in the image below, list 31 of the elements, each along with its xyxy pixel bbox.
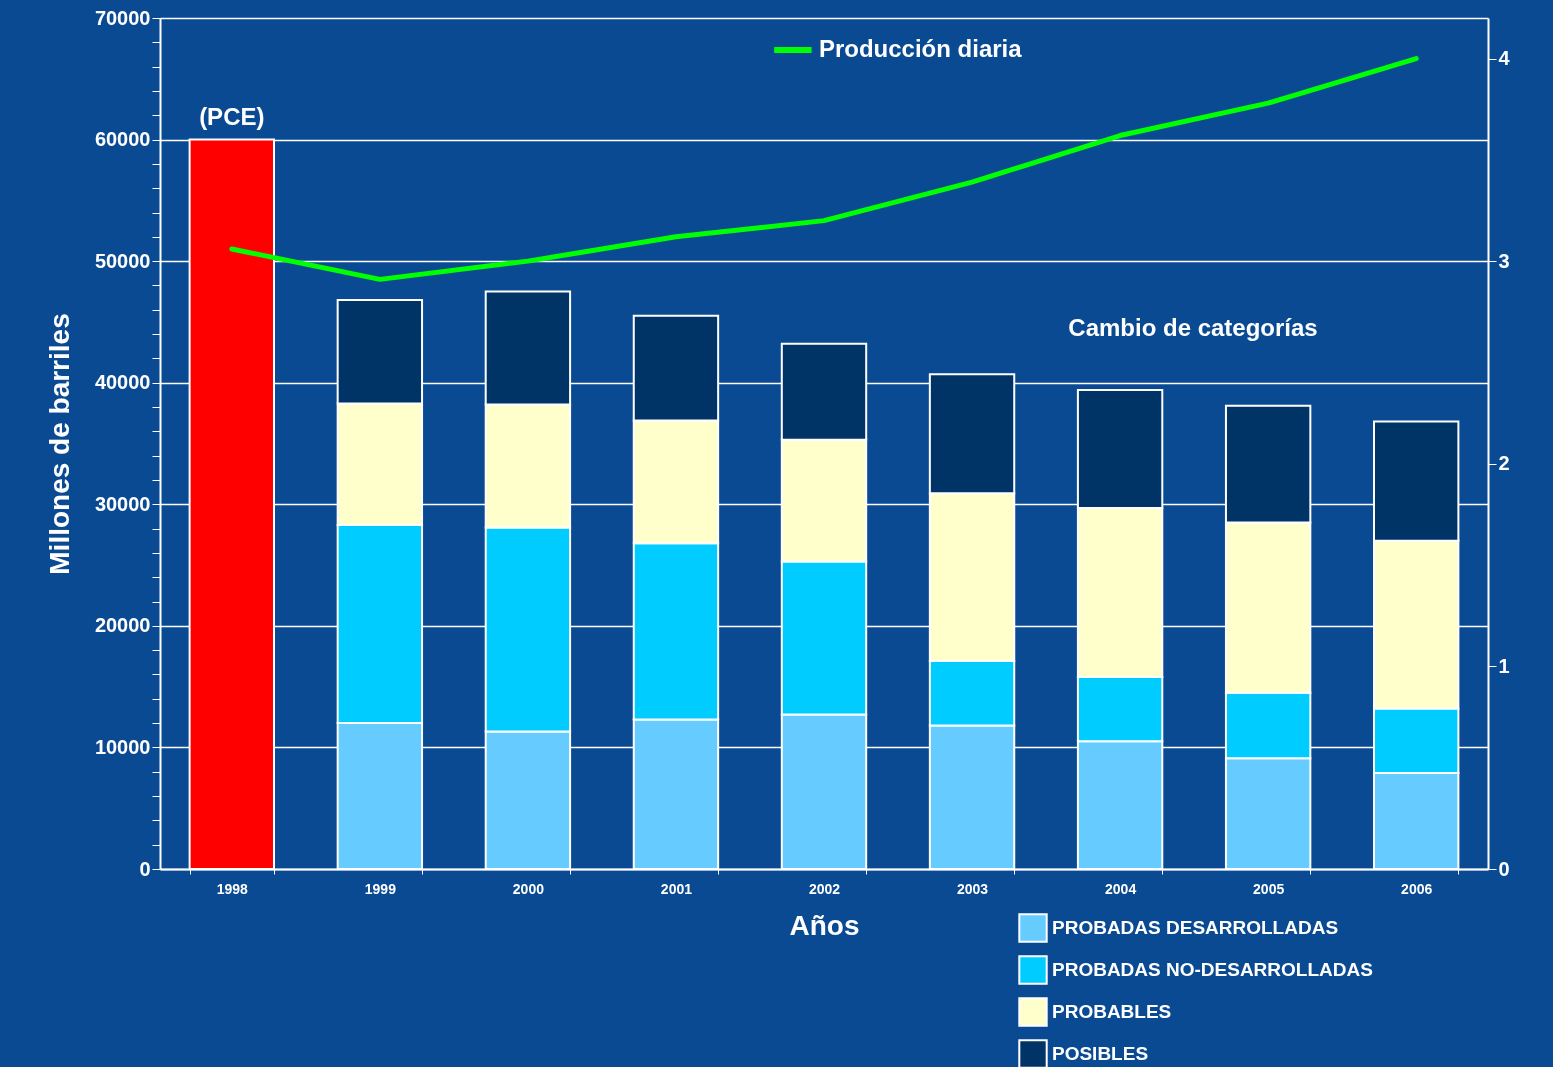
y2-tick-label: 3 [1498,249,1510,272]
y-tick-label: 50000 [94,249,151,272]
legend-label: PROBADAS DESARROLLADAS [1052,917,1339,938]
y-tick-label: 60000 [94,128,151,151]
y2-tick-label: 2 [1498,452,1510,475]
x-tick-label: 2000 [512,880,545,897]
x-tick-label: 2005 [1253,880,1285,897]
y-tick-label: 20000 [94,614,151,637]
y-tick-label: 70000 [94,6,151,29]
x-tick-label: 2006 [1401,880,1433,897]
y-tick-label: 0 [139,857,151,880]
annotation: (PCE) [199,102,265,130]
y2-tick-label: 4 [1498,47,1511,70]
y-tick-label: 40000 [94,371,151,394]
x-tick-label: 1998 [216,880,249,897]
x-tick-label: 2003 [956,880,989,897]
x-axis-title: Años [789,909,860,941]
legend-label: PROBABLES [1052,1001,1172,1022]
x-tick-label: 2002 [808,880,841,897]
x-tick-label: 2004 [1105,880,1137,897]
y2-tick-label: 0 [1498,857,1510,880]
annotation: Cambio de categorías [1068,314,1318,341]
x-tick-label: 2001 [660,880,693,897]
legend-label: POSIBLES [1052,1043,1149,1064]
y2-tick-label: 1 [1498,654,1510,677]
legend-label: Producción diaria [818,35,1023,62]
y-axis-title: Millones de barriles [43,313,75,575]
y-tick-label: 30000 [94,492,151,515]
y-tick-label: 10000 [94,735,151,758]
legend-label: PROBADAS NO-DESARROLLADAS [1052,959,1373,980]
x-tick-label: 1999 [364,880,397,897]
